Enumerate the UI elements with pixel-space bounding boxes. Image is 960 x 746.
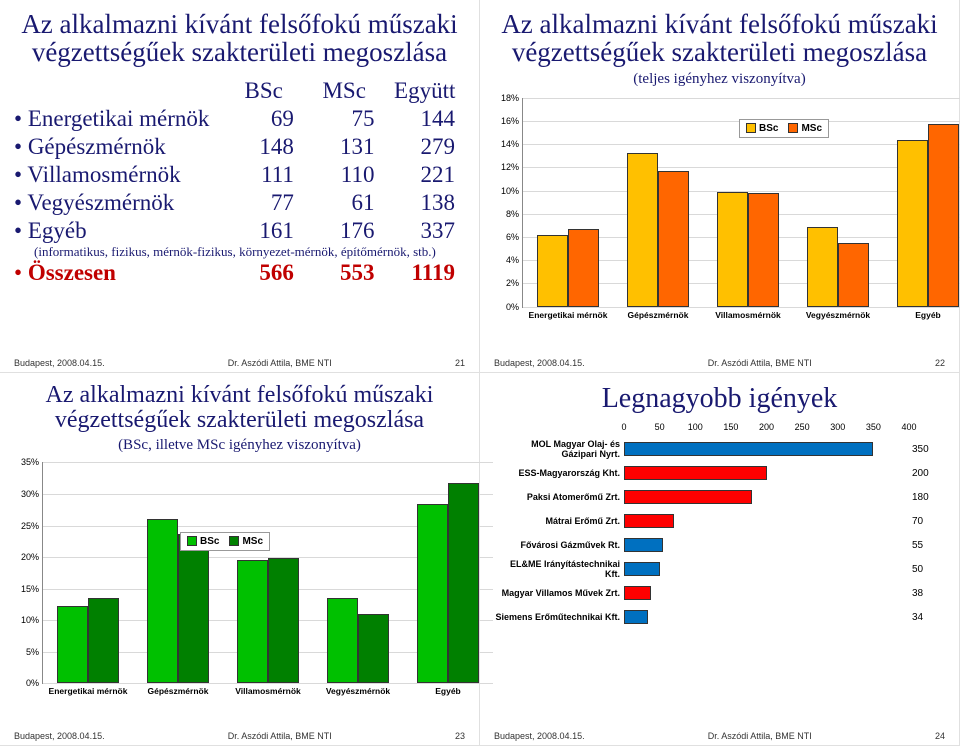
bar-group: Villamosmérnök [223, 462, 313, 683]
bar-group: Gépészmérnök [133, 462, 223, 683]
bar-msc [658, 171, 689, 307]
bar-msc [88, 598, 119, 684]
x-label: Energetikai mérnök [523, 307, 613, 320]
x-label: Egyéb [883, 307, 960, 320]
x-label: Gépészmérnök [133, 683, 223, 696]
hbar-row: Magyar Villamos Művek Zrt. 38 [494, 581, 937, 605]
hbar [624, 586, 651, 600]
x-label: Gépészmérnök [613, 307, 703, 320]
bar-group: Energetikai mérnök [523, 98, 613, 307]
hbar-value: 350 [909, 444, 937, 455]
hbar-value: 200 [909, 468, 937, 479]
table-row: Egyéb161176337 [14, 217, 465, 245]
hbar-list: MOL Magyar Olaj- és Gázipari Nyrt. 350ES… [494, 437, 937, 629]
x-label: Energetikai mérnök [43, 683, 133, 696]
hbar [624, 490, 752, 504]
bar-bsc [327, 598, 358, 684]
panel23-title: Az alkalmazni kívánt felsőfokú műszakivé… [14, 383, 465, 433]
hbar-label: Siemens Erőműtechnikai Kft. [494, 612, 624, 622]
hbar-value: 55 [909, 540, 937, 551]
table-row: Energetikai mérnök6975144 [14, 105, 465, 133]
bar-bsc [57, 606, 88, 683]
bar-msc [748, 193, 779, 307]
legend22: BSc MSc [739, 118, 829, 138]
x-label: Vegyészmérnök [313, 683, 403, 696]
bar-bsc [627, 153, 658, 306]
bar-bsc [147, 519, 178, 684]
footer: Budapest, 2008.04.15.Dr. Aszódi Attila, … [14, 358, 465, 368]
hbar-row: ESS-Magyarország Kht. 200 [494, 461, 937, 485]
table-row: Gépészmérnök148131279 [14, 133, 465, 161]
legend23: BSc MSc [180, 531, 270, 551]
bar-bsc [807, 227, 838, 307]
hbar [624, 514, 674, 528]
hbar-label: MOL Magyar Olaj- és Gázipari Nyrt. [494, 439, 624, 459]
table-row: Vegyészmérnök7761138 [14, 189, 465, 217]
hbar-value: 180 [909, 492, 937, 503]
panel-24: Legnagyobb igények 050100150200250300350… [480, 373, 960, 746]
panel-22: Az alkalmazni kívánt felsőfokú műszakivé… [480, 0, 960, 373]
panel22-subtitle: (teljes igényhez viszonyítva) [494, 71, 945, 88]
hbar-row: MOL Magyar Olaj- és Gázipari Nyrt. 350 [494, 437, 937, 461]
bar-group: Vegyészmérnök [313, 462, 403, 683]
x-axis: 050100150200250300350400 [624, 422, 909, 436]
x-label: Villamosmérnök [223, 683, 313, 696]
table-row: Villamosmérnök111110221 [14, 161, 465, 189]
panel22-title: Az alkalmazni kívánt felsőfokú műszakivé… [494, 10, 945, 67]
hbar-value: 34 [909, 612, 937, 623]
hbar [624, 610, 648, 624]
panel21-table: BSc MSc Együtt Energetikai mérnök6975144… [14, 77, 465, 287]
hbar [624, 538, 663, 552]
hbar-label: Mátrai Erőmű Zrt. [494, 516, 624, 526]
hbar [624, 562, 660, 576]
hbar-value: 70 [909, 516, 937, 527]
bar-bsc [237, 560, 268, 684]
bar-bsc [717, 192, 748, 307]
hbar-value: 38 [909, 588, 937, 599]
hbar-label: Paksi Atomerőmű Zrt. [494, 492, 624, 502]
col-bsc: BSc [223, 78, 304, 104]
bar-bsc [537, 235, 568, 307]
bar-group: Egyéb [883, 98, 960, 307]
hbar-label: EL&ME Irányítástechnikai Kft. [494, 559, 624, 579]
chart23: 0%5%10%15%20%25%30%35% Energetikai mérnö… [42, 462, 493, 702]
panel-23: Az alkalmazni kívánt felsőfokú műszakivé… [0, 373, 480, 746]
hbar-label: ESS-Magyarország Kht. [494, 468, 624, 478]
hbar-row: Siemens Erőműtechnikai Kft. 34 [494, 605, 937, 629]
col-together: Együtt [384, 78, 465, 104]
bar-msc [928, 124, 959, 306]
panel23-subtitle: (BSc, illetve MSc igényhez viszonyítva) [14, 437, 465, 454]
bar-msc [448, 483, 479, 684]
hbar-row: Mátrai Erőmű Zrt. 70 [494, 509, 937, 533]
bar-msc [178, 534, 209, 684]
bar-bsc [417, 504, 448, 683]
panel-21: Az alkalmazni kívánt felsőfokú műszakivé… [0, 0, 480, 373]
bar-msc [268, 558, 299, 684]
hbar [624, 442, 873, 456]
hbar-label: Magyar Villamos Művek Zrt. [494, 588, 624, 598]
table-header: BSc MSc Együtt [14, 77, 465, 105]
panel21-title: Az alkalmazni kívánt felsőfokú műszakivé… [14, 10, 465, 67]
hbar-label: Fővárosi Gázművek Rt. [494, 540, 624, 550]
hbar-row: EL&ME Irányítástechnikai Kft. 50 [494, 557, 937, 581]
panel24-title: Legnagyobb igények [494, 383, 945, 415]
hbar-value: 50 [909, 564, 937, 575]
bar-msc [358, 614, 389, 683]
table-sum: Összesen5665531119 [14, 259, 465, 287]
bar-msc [838, 243, 869, 307]
x-label: Vegyészmérnök [793, 307, 883, 320]
hbar-row: Fővárosi Gázművek Rt. 55 [494, 533, 937, 557]
bar-group: Gépészmérnök [613, 98, 703, 307]
hbar-row: Paksi Atomerőmű Zrt. 180 [494, 485, 937, 509]
col-msc: MSc [304, 78, 385, 104]
bar-group: Energetikai mérnök [43, 462, 133, 683]
hbar [624, 466, 767, 480]
x-label: Villamosmérnök [703, 307, 793, 320]
bar-msc [568, 229, 599, 307]
bar-bsc [897, 140, 928, 307]
